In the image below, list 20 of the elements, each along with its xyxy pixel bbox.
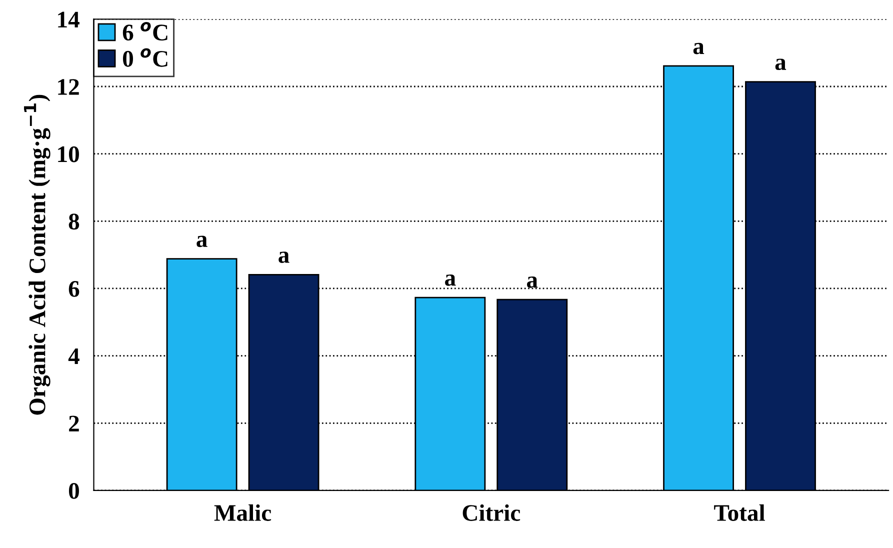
y-tick-label: 2 [69, 416, 79, 432]
data-label: a [445, 274, 456, 286]
data-label: a [693, 42, 704, 54]
legend-label: 6 $^{o}$C [122, 22, 168, 41]
data-label: a [526, 276, 538, 288]
x-tick-label: Total [714, 504, 765, 521]
y-tick-label: 4 [68, 348, 80, 364]
y-tick-label: 10 [58, 146, 79, 162]
data-label: a [278, 252, 290, 263]
y-tick-label: 14 [58, 12, 80, 28]
y-tick-label: 6 [68, 281, 80, 297]
y-tick-label: 8 [68, 214, 80, 230]
x-tick-label: Malic [214, 504, 272, 521]
data-label: a [775, 58, 786, 70]
y-axis-title: Organic Acid Content (mg·g$^{−1}$) [24, 94, 50, 415]
y-tick-label: 0 [68, 482, 79, 499]
legend-label: 0 $^{o}$C [123, 48, 168, 67]
y-tick-label: 12 [58, 79, 79, 95]
x-tick-label: Citric [462, 504, 520, 521]
data-label: a [196, 236, 208, 248]
